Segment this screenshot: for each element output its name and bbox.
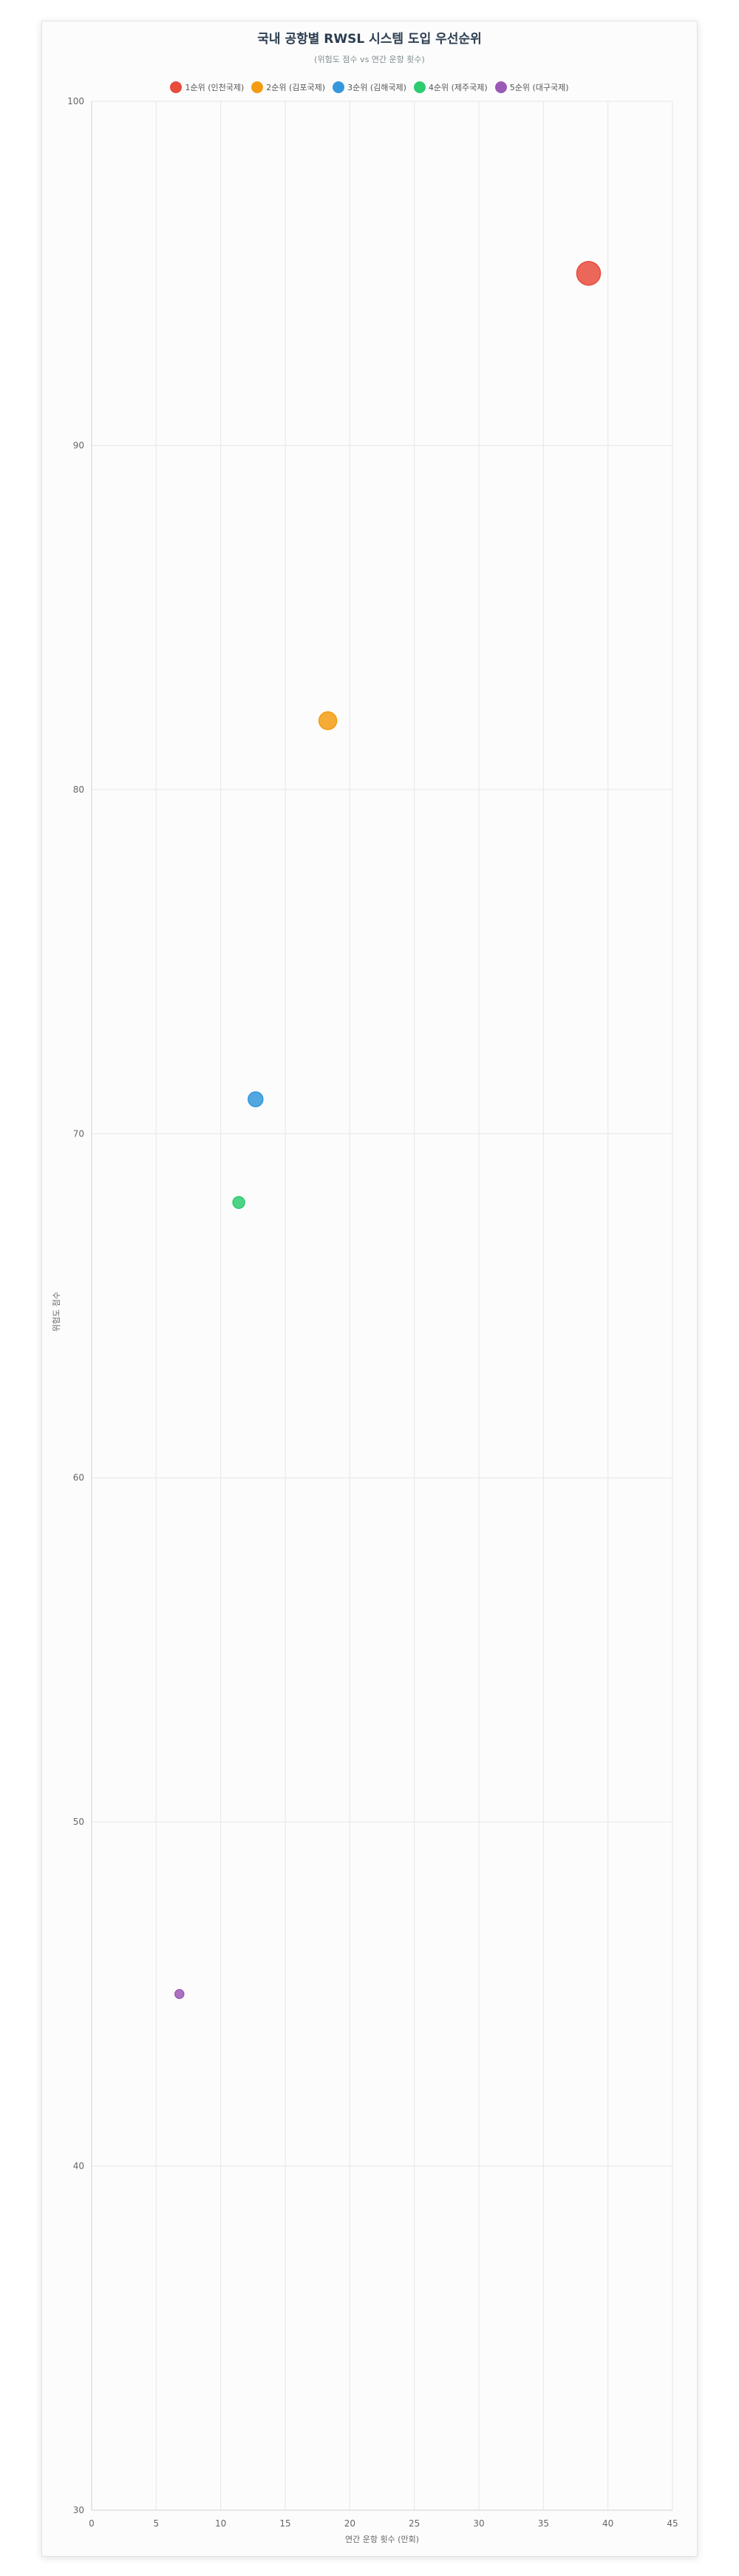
x-tick-label: 30 <box>473 2518 484 2529</box>
x-tick-label: 35 <box>538 2518 549 2529</box>
legend-swatch <box>413 81 426 93</box>
x-tick-label: 25 <box>409 2518 420 2529</box>
legend-item-4[interactable]: 4순위 (제주국제) <box>413 81 488 93</box>
x-tick-label: 20 <box>344 2518 355 2529</box>
legend-label: 4순위 (제주국제) <box>428 83 488 92</box>
chart-title: 국내 공항별 RWSL 시스템 도입 우선순위 <box>257 32 482 47</box>
x-tick-label: 40 <box>602 2518 613 2529</box>
chart-subtitle: (위험도 점수 vs 연간 운항 횟수) <box>314 55 425 64</box>
data-point-5[interactable] <box>174 1989 185 1999</box>
y-tick-label: 100 <box>67 96 84 106</box>
legend-swatch <box>494 81 507 93</box>
y-tick-label: 60 <box>73 1473 84 1483</box>
legend-label: 1순위 (인천국제) <box>185 83 245 92</box>
legend-item-2[interactable]: 2순위 (김포국제) <box>251 81 325 93</box>
x-tick-label: 10 <box>215 2518 226 2529</box>
legend-item-3[interactable]: 3순위 (김해국제) <box>333 81 406 93</box>
y-tick-label: 30 <box>73 2505 84 2515</box>
legend-swatch <box>251 81 264 93</box>
legend-item-1[interactable]: 1순위 (인천국제) <box>170 81 244 93</box>
x-tick-label: 15 <box>279 2518 290 2529</box>
y-tick-label: 40 <box>73 2161 84 2172</box>
x-tick-label: 5 <box>154 2518 160 2529</box>
data-point-2[interactable] <box>318 711 338 731</box>
legend-item-5[interactable]: 5순위 (대구국제) <box>494 81 569 93</box>
data-point-1[interactable] <box>576 260 602 286</box>
legend-label: 5순위 (대구국제) <box>509 83 569 92</box>
x-tick-label: 0 <box>89 2518 95 2529</box>
x-tick-label: 45 <box>667 2518 678 2529</box>
legend-label: 3순위 (김해국제) <box>347 83 406 92</box>
y-tick-label: 80 <box>73 784 84 795</box>
chart-card <box>41 21 698 2557</box>
data-point-3[interactable] <box>248 1091 264 1108</box>
y-tick-label: 70 <box>73 1128 84 1139</box>
x-axis-title: 연간 운항 횟수 (만회) <box>345 2535 419 2544</box>
chart-legend: 1순위 (인천국제) 2순위 (김포국제) 3순위 (김해국제) 4순위 (제주국제)… <box>0 81 739 93</box>
legend-swatch <box>170 81 183 93</box>
y-tick-label: 90 <box>73 440 84 450</box>
y-axis-title: 위험도 점수 <box>52 1292 61 1332</box>
data-point-4[interactable] <box>232 1196 245 1210</box>
legend-swatch <box>333 81 345 93</box>
legend-label: 2순위 (김포국제) <box>266 83 326 92</box>
y-tick-label: 50 <box>73 1817 84 1827</box>
